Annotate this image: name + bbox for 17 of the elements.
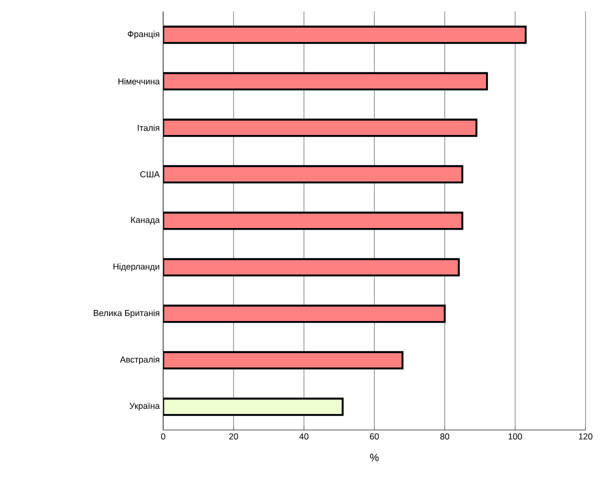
y-tick-label: Австралія bbox=[120, 356, 160, 364]
x-axis-title: % bbox=[370, 454, 379, 461]
x-tick-label: 60 bbox=[370, 433, 379, 440]
y-tick-label: Україна bbox=[130, 402, 160, 410]
y-tick-label: США bbox=[140, 170, 160, 178]
y-tick-label: Німеччина bbox=[118, 78, 160, 84]
y-tick-label: Канада bbox=[131, 216, 160, 224]
x-tick-label: 40 bbox=[299, 433, 308, 440]
x-tick-label: 80 bbox=[440, 433, 450, 440]
y-tick-label: Франція bbox=[128, 30, 160, 39]
y-tick-label: Італія bbox=[138, 124, 160, 131]
x-tick-label: 100 bbox=[508, 433, 522, 440]
y-tick-label: Велика Британія bbox=[94, 310, 160, 318]
y-tick-label: Нідерланди bbox=[114, 263, 160, 272]
x-tick-label: 0 bbox=[161, 433, 166, 440]
x-tick-label: 120 bbox=[578, 433, 592, 440]
x-tick-label: 20 bbox=[229, 433, 238, 440]
